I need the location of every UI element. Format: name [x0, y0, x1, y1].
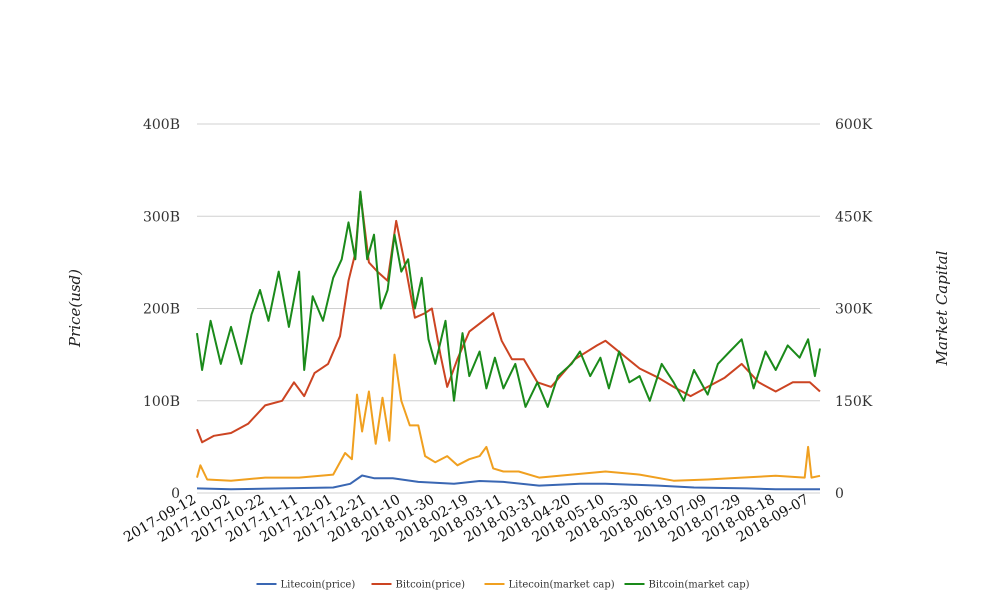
- x-axis-ticks: 2017-09-122017-10-022017-10-222017-11-11…: [121, 492, 812, 546]
- left-tick-label: 0: [171, 486, 180, 502]
- legend-item: Bitcoin(market cap): [624, 580, 750, 591]
- right-tick-label: 150K: [835, 394, 873, 410]
- right-axis-title: Market Capital: [933, 250, 951, 366]
- legend-item: Bitcoin(price): [371, 580, 466, 591]
- legend-label: Bitcoin(market cap): [649, 580, 750, 591]
- grid-lines: [197, 123, 820, 494]
- legend-label: Litecoin(market cap): [509, 580, 615, 591]
- right-axis-ticks: 0 150K 300K 450K 600K: [835, 117, 873, 502]
- legend-label: Bitcoin(price): [396, 580, 466, 591]
- legend-item: Litecoin(price): [256, 580, 356, 591]
- series-line-3: [196, 190, 821, 408]
- left-tick-label: 200B: [143, 302, 180, 318]
- legend-item: Litecoin(market cap): [484, 580, 615, 591]
- series-lines: [196, 190, 821, 491]
- left-tick-label: 400B: [143, 117, 180, 133]
- left-axis-ticks: 0 100B 200B 300B 400B: [143, 117, 180, 502]
- right-tick-label: 600K: [835, 117, 873, 133]
- right-tick-label: 0: [835, 486, 844, 502]
- series-line-0: [196, 474, 820, 491]
- series-line-2: [196, 353, 821, 482]
- left-axis-title: Price(usd): [66, 269, 84, 348]
- right-tick-label: 450K: [835, 209, 873, 225]
- legend: Litecoin(price) Bitcoin(price) Litecoin(ma…: [256, 580, 750, 591]
- legend-label: Litecoin(price): [281, 580, 356, 591]
- left-tick-label: 100B: [143, 394, 180, 410]
- right-tick-label: 300K: [835, 302, 873, 318]
- series-line-1: [196, 192, 821, 444]
- left-tick-label: 300B: [143, 209, 180, 225]
